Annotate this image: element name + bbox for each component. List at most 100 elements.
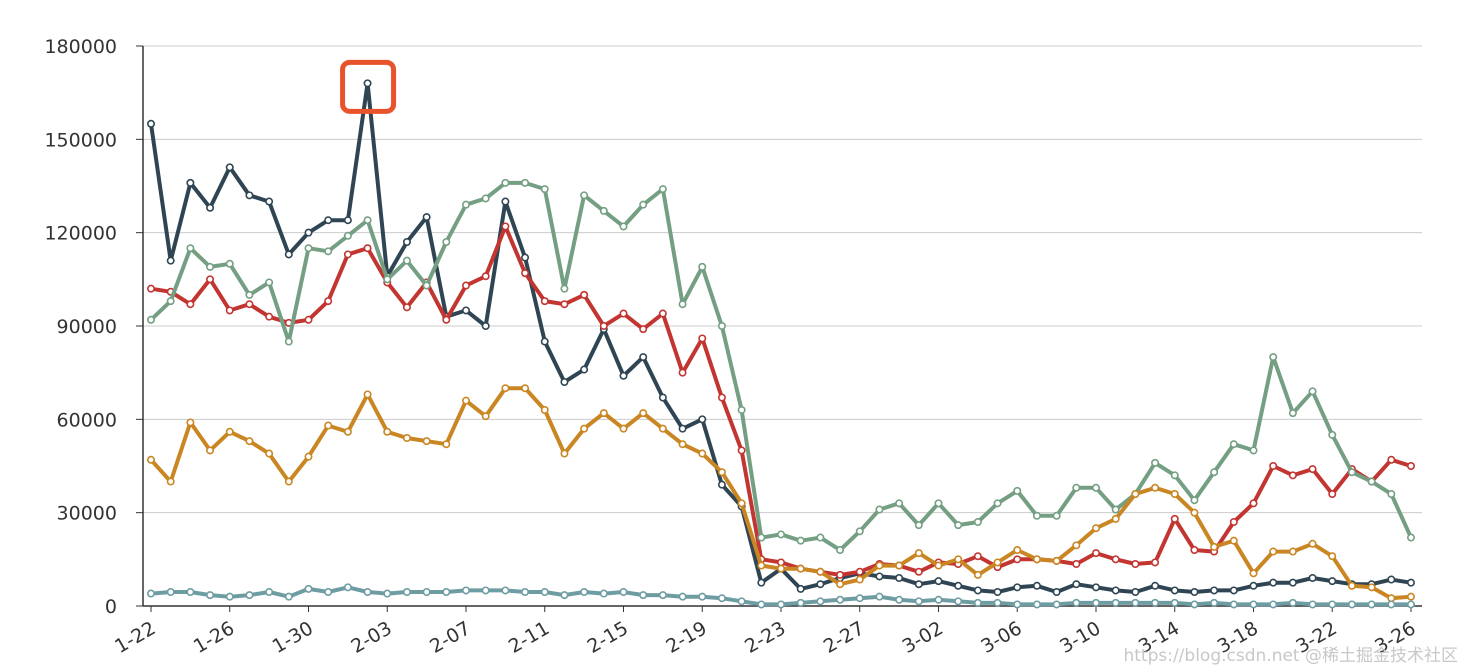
data-point[interactable] <box>1249 581 1258 590</box>
data-point[interactable] <box>304 452 313 461</box>
data-point[interactable] <box>717 468 726 477</box>
data-point[interactable] <box>678 592 687 601</box>
data-point[interactable] <box>1407 533 1416 542</box>
data-point[interactable] <box>717 321 726 330</box>
data-point[interactable] <box>698 449 707 458</box>
data-point[interactable] <box>481 272 490 281</box>
data-point[interactable] <box>1072 541 1081 550</box>
data-point[interactable] <box>481 321 490 330</box>
data-point[interactable] <box>481 586 490 595</box>
data-point[interactable] <box>639 353 648 362</box>
data-point[interactable] <box>1229 440 1238 449</box>
data-point[interactable] <box>560 377 569 386</box>
data-point[interactable] <box>324 587 333 596</box>
data-point[interactable] <box>993 499 1002 508</box>
data-point[interactable] <box>1052 587 1061 596</box>
data-point[interactable] <box>993 587 1002 596</box>
data-point[interactable] <box>914 580 923 589</box>
data-point[interactable] <box>284 592 293 601</box>
data-point[interactable] <box>776 564 785 573</box>
data-point[interactable] <box>1308 465 1317 474</box>
data-point[interactable] <box>580 587 589 596</box>
data-point[interactable] <box>521 384 530 393</box>
data-point[interactable] <box>1032 600 1041 609</box>
data-point[interactable] <box>363 79 372 88</box>
data-point[interactable] <box>796 536 805 545</box>
data-point[interactable] <box>206 203 215 212</box>
data-point[interactable] <box>914 521 923 530</box>
data-point[interactable] <box>816 533 825 542</box>
data-point[interactable] <box>304 244 313 253</box>
data-point[interactable] <box>1229 600 1238 609</box>
data-point[interactable] <box>540 297 549 306</box>
data-point[interactable] <box>442 238 451 247</box>
data-point[interactable] <box>1131 598 1140 607</box>
data-point[interactable] <box>1190 545 1199 554</box>
data-point[interactable] <box>1249 600 1258 609</box>
data-point[interactable] <box>206 446 215 455</box>
data-point[interactable] <box>383 275 392 284</box>
data-point[interactable] <box>1052 600 1061 609</box>
data-point[interactable] <box>1288 471 1297 480</box>
data-point[interactable] <box>1190 508 1199 517</box>
data-point[interactable] <box>284 250 293 259</box>
data-point[interactable] <box>855 567 864 576</box>
data-point[interactable] <box>717 393 726 402</box>
data-point[interactable] <box>1170 514 1179 523</box>
data-point[interactable] <box>186 418 195 427</box>
data-point[interactable] <box>304 228 313 237</box>
data-point[interactable] <box>324 247 333 256</box>
data-point[interactable] <box>619 424 628 433</box>
data-point[interactable] <box>796 584 805 593</box>
data-point[interactable] <box>757 578 766 587</box>
data-point[interactable] <box>422 587 431 596</box>
data-point[interactable] <box>147 284 156 293</box>
data-point[interactable] <box>914 567 923 576</box>
data-point[interactable] <box>147 589 156 598</box>
data-point[interactable] <box>1210 586 1219 595</box>
data-point[interactable] <box>1288 409 1297 418</box>
data-point[interactable] <box>1111 555 1120 564</box>
data-point[interactable] <box>521 178 530 187</box>
data-point[interactable] <box>599 206 608 215</box>
data-point[interactable] <box>993 598 1002 607</box>
data-point[interactable] <box>737 499 746 508</box>
data-point[interactable] <box>1013 583 1022 592</box>
data-point[interactable] <box>1229 517 1238 526</box>
data-point[interactable] <box>1347 600 1356 609</box>
data-point[interactable] <box>1347 581 1356 590</box>
data-point[interactable] <box>954 597 963 606</box>
data-point[interactable] <box>895 499 904 508</box>
data-point[interactable] <box>1210 468 1219 477</box>
data-point[interactable] <box>186 244 195 253</box>
data-point[interactable] <box>1013 486 1022 495</box>
data-point[interactable] <box>619 371 628 380</box>
data-point[interactable] <box>363 587 372 596</box>
data-point[interactable] <box>1151 458 1160 467</box>
data-point[interactable] <box>166 587 175 596</box>
data-point[interactable] <box>1013 600 1022 609</box>
data-point[interactable] <box>639 200 648 209</box>
data-point[interactable] <box>1151 483 1160 492</box>
data-point[interactable] <box>560 300 569 309</box>
data-point[interactable] <box>973 570 982 579</box>
data-point[interactable] <box>343 216 352 225</box>
data-point[interactable] <box>658 424 667 433</box>
data-point[interactable] <box>461 306 470 315</box>
data-point[interactable] <box>580 191 589 200</box>
data-point[interactable] <box>934 561 943 570</box>
data-point[interactable] <box>1092 549 1101 558</box>
data-point[interactable] <box>973 598 982 607</box>
data-point[interactable] <box>1092 524 1101 533</box>
data-point[interactable] <box>501 384 510 393</box>
data-point[interactable] <box>698 262 707 271</box>
data-point[interactable] <box>186 300 195 309</box>
data-point[interactable] <box>540 587 549 596</box>
data-point[interactable] <box>1111 586 1120 595</box>
data-point[interactable] <box>363 390 372 399</box>
data-point[interactable] <box>678 424 687 433</box>
data-point[interactable] <box>1328 577 1337 586</box>
data-point[interactable] <box>580 365 589 374</box>
data-point[interactable] <box>1151 598 1160 607</box>
data-point[interactable] <box>245 437 254 446</box>
